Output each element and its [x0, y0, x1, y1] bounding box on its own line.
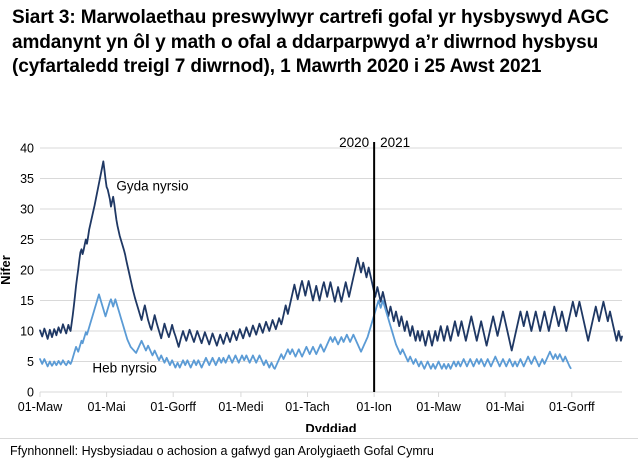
x-axis-tick-label: 01-Mai [486, 400, 524, 414]
x-axis-tick-marks [39, 392, 573, 397]
x-axis-tick-label: 01-Maw [18, 400, 63, 414]
y-axis-tick-label: 5 [27, 355, 34, 369]
y-axis-tick-label: 15 [20, 294, 34, 308]
y-axis-tick-label: 40 [20, 142, 34, 156]
y-axis-tick-label: 30 [20, 203, 34, 217]
x-axis-tick-label: 01-Medi [218, 400, 263, 414]
x-axis-title: Dyddiad [305, 421, 356, 432]
page-title: Siart 3: Marwolaethau preswylwyr cartref… [12, 7, 609, 78]
gridlines [40, 147, 622, 393]
y-axis-tick-label: 0 [27, 386, 34, 400]
x-axis-tick-label: 01-Gorff [150, 400, 196, 414]
series-line [39, 293, 572, 370]
source-note: Ffynhonnell: Hysbysiadau o achosion a ga… [10, 444, 434, 458]
data-series-lines [39, 160, 623, 370]
y-axis-title: Nifer [0, 255, 13, 285]
annotation-gyda-nyrsio: Gyda nyrsio [116, 179, 188, 194]
y-axis-tick-label: 20 [20, 264, 34, 278]
series-line [39, 160, 623, 352]
x-axis-tick-label: 01-Ion [356, 400, 391, 414]
annotation-year-2020: 2020 [339, 135, 369, 150]
source-divider [0, 438, 638, 439]
annotation-heb-nyrsio: Heb nyrsio [92, 360, 157, 375]
chart-figure: 0 5 10 15 20 25 30 35 40 01-Maw 01-Mai 01-Gorff 01-… [0, 132, 638, 432]
x-axis-tick-label: 01-Mai [87, 400, 125, 414]
y-axis-tick-labels: 0 5 10 15 20 25 30 35 40 [20, 142, 34, 400]
x-axis-tick-labels: 01-Maw 01-Mai 01-Gorff 01-Medi 01-Tach 01-Ion… [18, 400, 595, 414]
x-axis-tick-label: 01-Gorff [549, 400, 595, 414]
y-axis-tick-label: 10 [20, 325, 34, 339]
annotation-year-2021: 2021 [380, 135, 410, 150]
y-axis-tick-label: 25 [20, 233, 34, 247]
x-axis-tick-label: 01-Tach [285, 400, 330, 414]
y-axis-tick-label: 35 [20, 172, 34, 186]
x-axis-tick-label: 01-Maw [416, 400, 461, 414]
